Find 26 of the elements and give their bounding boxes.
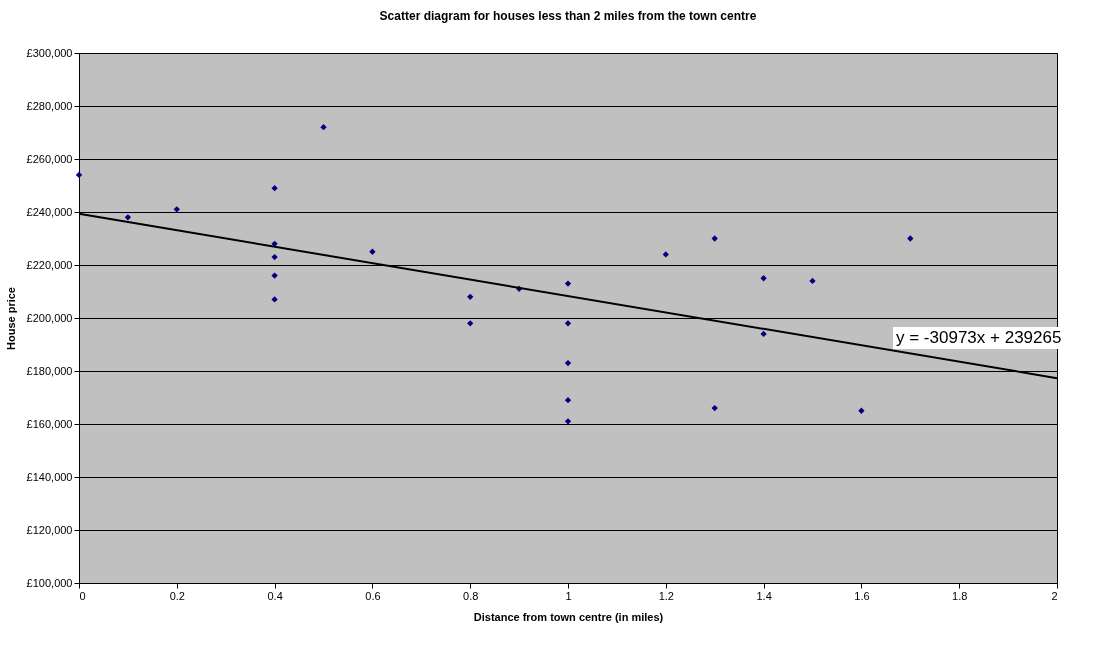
x-tick-label: 0 <box>79 589 86 602</box>
y-tick-label: £120,000 <box>26 523 73 536</box>
x-tick-label: 1.8 <box>952 589 968 602</box>
y-tick-label: £180,000 <box>26 364 73 377</box>
x-tick-label: 1 <box>565 589 572 602</box>
y-axis-title: House price <box>4 287 17 350</box>
y-tick-label: £220,000 <box>26 258 73 271</box>
y-tick-label: £160,000 <box>26 417 73 430</box>
y-tick-label: £280,000 <box>26 99 73 112</box>
y-tick-label: £240,000 <box>26 205 73 218</box>
x-tick-label: 1.6 <box>854 589 870 602</box>
x-tick-label: 1.2 <box>658 589 674 602</box>
x-axis-title: Distance from town centre (in miles) <box>473 610 664 623</box>
x-tick-label: 0.8 <box>463 589 479 602</box>
y-tick-label: £140,000 <box>26 470 73 483</box>
x-tick-label: 1.4 <box>756 589 772 602</box>
y-tick-label: £260,000 <box>26 152 73 165</box>
y-tick-label: £200,000 <box>26 311 73 324</box>
y-tick-label: £300,000 <box>26 46 73 59</box>
x-tick-label: 2 <box>1051 589 1058 602</box>
annotation: y = -30973x + 239265 <box>893 327 1065 349</box>
chart-title: Scatter diagram for houses less than 2 miles from the town centre <box>379 9 757 23</box>
x-tick-label: 0.2 <box>169 589 185 602</box>
y-tick-label: £100,000 <box>26 576 73 589</box>
x-tick-label: 0.4 <box>267 589 283 602</box>
x-tick-label: 0.6 <box>365 589 381 602</box>
